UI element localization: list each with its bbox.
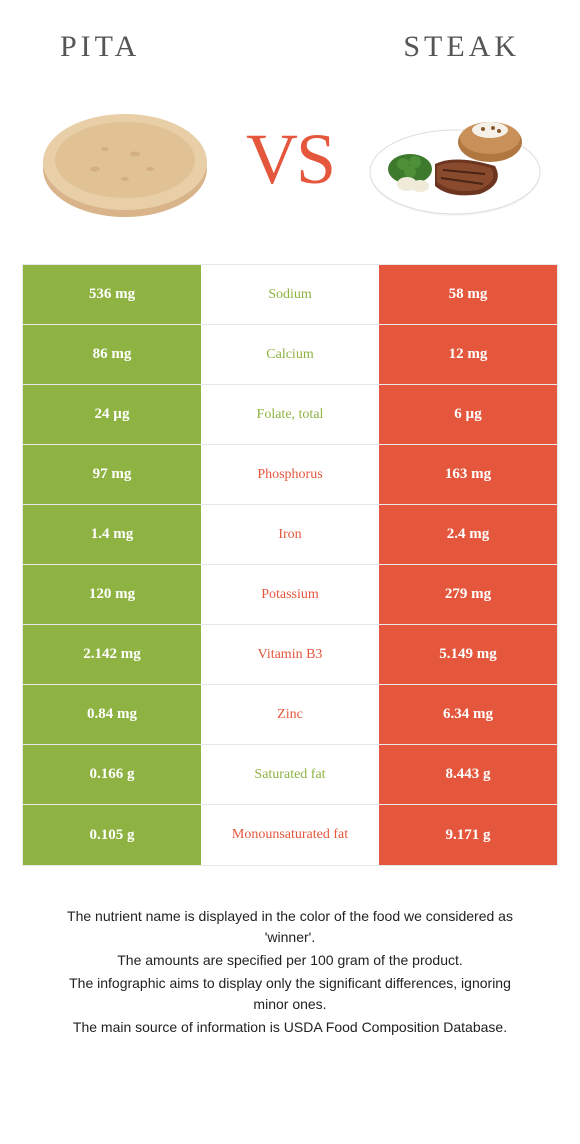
footer-line: The infographic aims to display only the…: [50, 973, 530, 1015]
nutrient-table: 536 mgSodium58 mg86 mgCalcium12 mg24 µgF…: [22, 264, 558, 866]
table-row: 120 mgPotassium279 mg: [23, 565, 557, 625]
footer-line: The main source of information is USDA F…: [50, 1017, 530, 1038]
cell-right-value: 163 mg: [379, 445, 557, 504]
cell-left-value: 24 µg: [23, 385, 201, 444]
cell-nutrient-label: Monounsaturated fat: [201, 805, 379, 865]
pita-image: [30, 84, 220, 234]
cell-right-value: 2.4 mg: [379, 505, 557, 564]
cell-nutrient-label: Saturated fat: [201, 745, 379, 804]
cell-right-value: 279 mg: [379, 565, 557, 624]
food-title-left: PITA: [60, 30, 140, 64]
header: PITA STEAK: [20, 20, 560, 84]
table-row: 86 mgCalcium12 mg: [23, 325, 557, 385]
cell-left-value: 97 mg: [23, 445, 201, 504]
table-row: 2.142 mgVitamin B35.149 mg: [23, 625, 557, 685]
cell-nutrient-label: Zinc: [201, 685, 379, 744]
cell-right-value: 5.149 mg: [379, 625, 557, 684]
table-row: 0.84 mgZinc6.34 mg: [23, 685, 557, 745]
table-row: 536 mgSodium58 mg: [23, 265, 557, 325]
cell-left-value: 536 mg: [23, 265, 201, 324]
cell-left-value: 1.4 mg: [23, 505, 201, 564]
cell-left-value: 0.105 g: [23, 805, 201, 865]
images-row: VS: [20, 84, 560, 264]
vs-label: VS: [246, 118, 334, 201]
cell-nutrient-label: Sodium: [201, 265, 379, 324]
table-row: 97 mgPhosphorus163 mg: [23, 445, 557, 505]
cell-nutrient-label: Vitamin B3: [201, 625, 379, 684]
table-row: 0.166 gSaturated fat8.443 g: [23, 745, 557, 805]
cell-nutrient-label: Folate, total: [201, 385, 379, 444]
table-row: 0.105 gMonounsaturated fat9.171 g: [23, 805, 557, 865]
cell-left-value: 0.84 mg: [23, 685, 201, 744]
table-row: 24 µgFolate, total6 µg: [23, 385, 557, 445]
cell-left-value: 0.166 g: [23, 745, 201, 804]
cell-right-value: 8.443 g: [379, 745, 557, 804]
cell-nutrient-label: Phosphorus: [201, 445, 379, 504]
cell-left-value: 86 mg: [23, 325, 201, 384]
cell-left-value: 2.142 mg: [23, 625, 201, 684]
footer-line: The amounts are specified per 100 gram o…: [50, 950, 530, 971]
cell-nutrient-label: Iron: [201, 505, 379, 564]
cell-right-value: 12 mg: [379, 325, 557, 384]
cell-right-value: 6 µg: [379, 385, 557, 444]
cell-right-value: 58 mg: [379, 265, 557, 324]
cell-right-value: 9.171 g: [379, 805, 557, 865]
food-title-right: STEAK: [403, 30, 520, 64]
steak-image: [360, 84, 550, 234]
cell-nutrient-label: Calcium: [201, 325, 379, 384]
footer-notes: The nutrient name is displayed in the co…: [20, 866, 560, 1060]
cell-right-value: 6.34 mg: [379, 685, 557, 744]
cell-left-value: 120 mg: [23, 565, 201, 624]
cell-nutrient-label: Potassium: [201, 565, 379, 624]
table-row: 1.4 mgIron2.4 mg: [23, 505, 557, 565]
footer-line: The nutrient name is displayed in the co…: [50, 906, 530, 948]
